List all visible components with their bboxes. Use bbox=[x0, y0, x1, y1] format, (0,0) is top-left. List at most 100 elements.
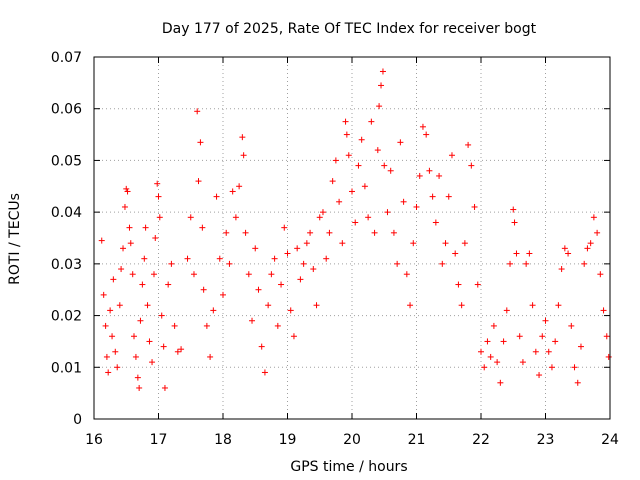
x-tick-label: 23 bbox=[537, 432, 555, 448]
data-point bbox=[413, 203, 420, 210]
data-point bbox=[118, 266, 125, 273]
data-point bbox=[539, 333, 546, 340]
data-point bbox=[436, 172, 443, 179]
data-point bbox=[394, 260, 401, 267]
data-point bbox=[268, 271, 275, 278]
x-tick-label: 21 bbox=[408, 432, 426, 448]
data-point bbox=[127, 240, 134, 247]
y-tick-label: 0.01 bbox=[51, 360, 82, 376]
data-point bbox=[571, 364, 578, 371]
data-point bbox=[121, 203, 128, 210]
data-point bbox=[442, 240, 449, 247]
data-point bbox=[103, 353, 110, 360]
data-point bbox=[141, 255, 148, 262]
data-point bbox=[423, 131, 430, 138]
x-tick-label: 20 bbox=[343, 432, 361, 448]
data-point bbox=[513, 250, 520, 257]
data-point bbox=[458, 302, 465, 309]
data-point bbox=[240, 152, 247, 159]
data-point bbox=[590, 214, 597, 221]
data-point bbox=[349, 188, 355, 195]
data-point bbox=[497, 379, 504, 386]
data-point bbox=[461, 240, 468, 247]
data-point bbox=[213, 193, 220, 200]
data-point bbox=[400, 198, 407, 205]
data-point bbox=[194, 108, 201, 115]
data-point bbox=[178, 346, 185, 353]
data-point bbox=[107, 307, 114, 314]
data-point bbox=[568, 322, 575, 329]
data-point bbox=[220, 291, 226, 298]
data-point bbox=[132, 353, 139, 360]
data-point bbox=[160, 343, 167, 350]
data-point bbox=[565, 250, 572, 257]
data-point bbox=[323, 255, 330, 262]
data-point bbox=[226, 260, 233, 267]
data-point bbox=[199, 224, 206, 231]
y-axis-ticks: 0 0.01 0.02 0.03 0.04 0.05 0.06 0.07 bbox=[51, 50, 610, 428]
data-point bbox=[384, 209, 391, 216]
data-point bbox=[343, 131, 350, 138]
data-point bbox=[465, 141, 472, 148]
data-point bbox=[326, 229, 333, 236]
data-point bbox=[130, 333, 137, 340]
grid bbox=[94, 57, 610, 419]
data-point bbox=[468, 162, 475, 169]
data-point bbox=[112, 348, 119, 355]
data-point bbox=[352, 219, 359, 226]
data-point bbox=[297, 276, 304, 283]
data-point bbox=[332, 157, 339, 164]
data-point bbox=[355, 162, 362, 169]
data-point bbox=[184, 255, 191, 262]
data-point bbox=[584, 245, 591, 252]
data-point bbox=[381, 162, 388, 169]
data-point bbox=[203, 322, 210, 329]
data-point bbox=[429, 193, 436, 200]
data-point bbox=[146, 338, 153, 345]
data-point bbox=[555, 302, 562, 309]
data-point bbox=[136, 384, 143, 391]
data-point bbox=[216, 255, 223, 262]
data-point bbox=[313, 302, 320, 309]
data-point bbox=[120, 245, 127, 252]
data-point bbox=[149, 359, 156, 366]
data-point bbox=[503, 307, 510, 314]
data-point bbox=[229, 188, 236, 195]
data-point bbox=[478, 348, 484, 355]
data-point bbox=[365, 214, 372, 221]
data-point bbox=[278, 281, 285, 288]
data-point bbox=[281, 224, 288, 231]
data-point bbox=[410, 240, 417, 247]
data-point bbox=[416, 172, 423, 179]
data-point bbox=[510, 206, 517, 213]
data-point bbox=[134, 374, 141, 381]
data-point bbox=[426, 167, 433, 174]
data-point bbox=[156, 214, 163, 221]
data-point bbox=[594, 229, 601, 236]
data-point bbox=[223, 229, 230, 236]
data-point bbox=[168, 260, 175, 267]
data-point bbox=[542, 317, 549, 324]
data-point bbox=[397, 139, 404, 146]
data-point bbox=[587, 240, 594, 247]
data-point bbox=[526, 250, 533, 257]
data-point bbox=[249, 317, 256, 324]
data-points bbox=[98, 68, 612, 391]
data-point bbox=[155, 193, 162, 200]
data-point bbox=[376, 103, 383, 110]
data-point bbox=[139, 281, 146, 288]
data-point bbox=[245, 271, 252, 278]
data-point bbox=[154, 180, 161, 187]
data-point bbox=[511, 219, 518, 226]
data-point bbox=[207, 353, 214, 360]
data-point bbox=[165, 281, 172, 288]
data-point bbox=[532, 348, 539, 355]
data-point bbox=[387, 167, 394, 174]
data-point bbox=[144, 302, 151, 309]
data-point bbox=[236, 183, 243, 190]
x-tick-label: 16 bbox=[85, 432, 103, 448]
y-tick-label: 0.07 bbox=[51, 50, 82, 66]
data-point bbox=[300, 260, 307, 267]
data-point bbox=[242, 229, 249, 236]
data-point bbox=[319, 209, 326, 216]
